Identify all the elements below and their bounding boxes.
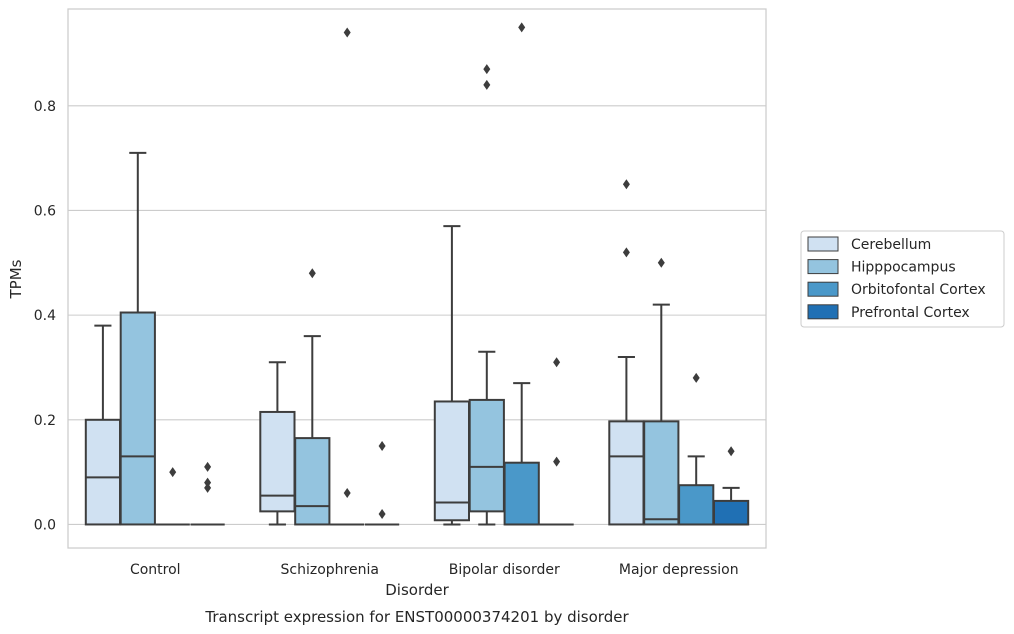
box-1-3 [643,257,680,526]
box-body [503,461,540,526]
x-tick-label: Major depression [619,562,739,578]
y-tick-label: 0.2 [34,413,56,429]
y-tick-label: 0.4 [34,308,56,324]
legend-label: Cerebellum [851,237,931,253]
box-body [468,398,505,513]
outlier-point [553,456,561,467]
box-2-1 [330,27,365,526]
box-3-0 [190,461,225,526]
legend-swatch [807,281,839,297]
outlier-point [518,22,526,33]
box-1-1 [294,268,331,526]
x-tick-label: Schizophrenia [281,562,379,578]
box-body [119,311,156,526]
box-3-2 [539,357,574,526]
outlier-point [204,461,212,472]
outlier-point [657,257,665,268]
y-tick-labels: 0.0 0.2 0.4 0.6 0.8 [34,99,56,534]
boxes [84,22,750,526]
box-2-2 [503,22,540,526]
y-tick-label: 0.8 [34,99,56,115]
legend-swatch [807,236,839,252]
box-0-2 [433,225,471,526]
legend-frame [800,230,1005,328]
outlier-point [378,508,386,519]
outlier-point [169,467,177,478]
legend-swatch [807,259,839,275]
box-body [712,499,750,526]
box-0-3 [608,179,645,526]
chart-caption: Transcript expression for ENST0000037420… [204,608,629,626]
outlier-point [204,482,212,493]
box-body [84,418,122,526]
x-tick-labels: Control Schizophrenia Bipolar disorder Majo… [130,562,739,578]
x-tick-label: Bipolar disorder [449,562,560,578]
outlier-point [483,64,491,75]
legend-label: Prefrontal Cortex [851,305,970,321]
box-body [294,437,331,526]
outlier-point [343,27,351,38]
outlier-point [622,179,630,190]
x-axis-title: Disorder [385,581,449,599]
y-tick-label: 0.6 [34,203,56,219]
y-tick-label: 0.0 [34,517,56,533]
box-body [678,484,715,526]
box-body [608,420,645,526]
box-2-0 [155,467,190,526]
box-1-0 [119,151,156,526]
outlier-point [692,372,700,383]
box-2-3 [678,372,715,526]
box-3-1 [364,440,400,526]
legend-swatch [807,304,839,320]
legend-label: Hipppocampus [851,260,956,276]
outlier-point [308,268,316,279]
outlier-point [343,488,351,499]
x-tick-label: Control [130,562,181,578]
plot-frame [67,8,767,549]
box-3-3 [712,446,750,526]
outlier-point [378,440,386,451]
box-body [643,420,680,526]
outlier-point [553,357,561,368]
box-body [433,400,471,522]
outlier-point [727,446,735,457]
legend: Cerebellum Hipppocampus Orbitofontal Corte… [800,230,1005,328]
outlier-point [483,79,491,90]
outlier-point [204,477,212,488]
y-axis-title: TPMs [7,259,25,299]
box-1-2 [468,64,505,526]
legend-label: Orbitofontal Cortex [851,282,986,298]
outlier-point [622,247,630,258]
